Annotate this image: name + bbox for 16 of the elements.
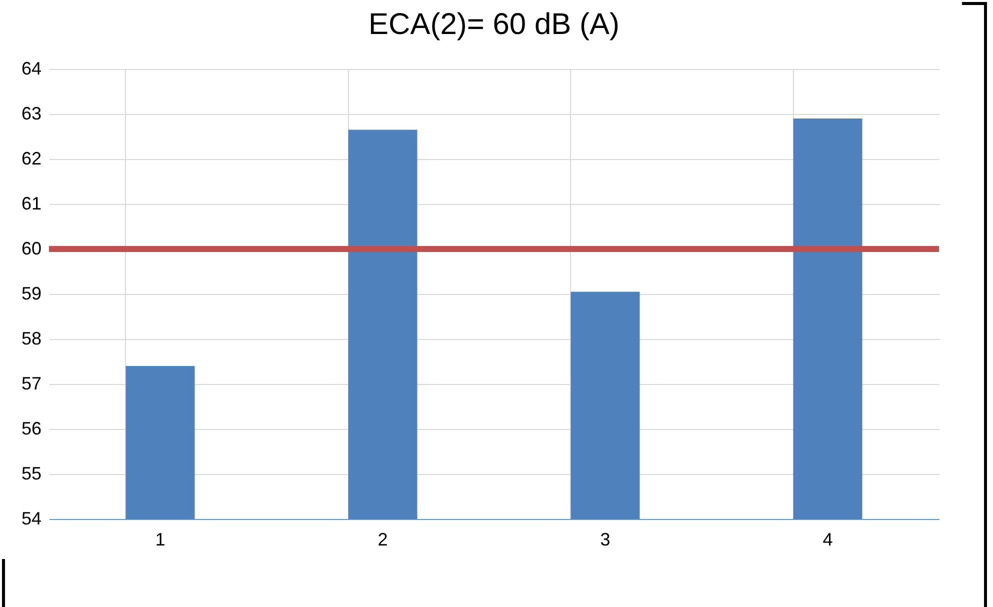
x-tick-label: 1 bbox=[155, 530, 166, 550]
y-tick-label: 54 bbox=[21, 508, 42, 528]
y-tick-label: 56 bbox=[21, 418, 42, 438]
y-tick-label: 55 bbox=[21, 464, 42, 484]
y-tick-label: 57 bbox=[21, 374, 42, 394]
chart-title: ECA(2)= 60 dB (A) bbox=[368, 8, 620, 41]
y-tick-label: 60 bbox=[21, 238, 42, 258]
x-tick-label: 3 bbox=[600, 530, 610, 550]
x-tick-label: 4 bbox=[822, 530, 833, 550]
x-tick-label: 2 bbox=[378, 530, 388, 550]
y-tick-label: 63 bbox=[21, 104, 42, 124]
y-tick-label: 62 bbox=[21, 148, 42, 168]
y-tick-label: 59 bbox=[21, 284, 42, 304]
y-tick-label: 58 bbox=[21, 328, 42, 348]
y-tick-label: 61 bbox=[21, 194, 42, 214]
y-tick-label: 64 bbox=[21, 58, 42, 78]
